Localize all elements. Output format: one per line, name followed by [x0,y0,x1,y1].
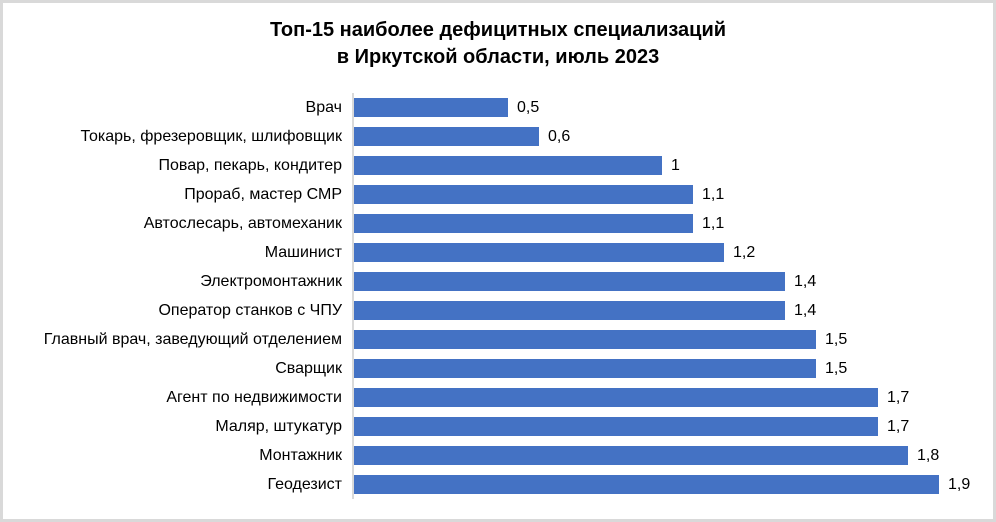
chart-row: Маляр, штукатур 1,7 [3,412,993,441]
category-label: Маляр, штукатур [215,417,342,435]
value-label: 1 [671,156,680,174]
bar [354,301,785,320]
bar [354,388,878,407]
plot-area-row: 1,5 [352,325,993,354]
value-label: 1,7 [887,388,910,406]
chart-row: Агент по недвижимости 1,7 [3,383,993,412]
bar [354,446,908,465]
plot-area-row: 1,2 [352,238,993,267]
plot-area-row: 1,5 [352,354,993,383]
value-label: 0,6 [548,127,571,145]
chart-title: Топ-15 наиболее дефицитных специализаций… [3,17,993,71]
value-label: 1,7 [887,417,910,435]
value-label: 1,1 [702,214,725,232]
value-label: 1,9 [948,475,971,493]
bar [354,98,508,117]
value-label: 1,4 [794,301,817,319]
bar [354,417,878,436]
category-label: Агент по недвижимости [166,388,342,406]
category-label: Машинист [264,243,342,261]
bar-chart: Врач 0,5 Токарь, фрезеровщик, шлифовщик 0,6… [3,93,993,499]
plot-area-row: 1,7 [352,383,993,412]
bar [354,272,785,291]
chart-row: Электромонтажник 1,4 [3,267,993,296]
plot-area-row: 1,7 [352,412,993,441]
chart-row: Повар, пекарь, кондитер 1 [3,151,993,180]
bar [354,127,539,146]
category-label: Сварщик [275,359,342,377]
category-label: Автослесарь, автомеханик [143,214,342,232]
category-label: Главный врач, заведующий отделением [43,330,342,348]
category-label: Геодезист [267,475,342,493]
plot-area-row: 1,1 [352,209,993,238]
chart-row: Монтажник 1,8 [3,441,993,470]
chart-row: Автослесарь, автомеханик 1,1 [3,209,993,238]
plot-area-row: 1,8 [352,441,993,470]
bar [354,359,816,378]
value-label: 0,5 [517,98,540,116]
bar [354,185,693,204]
category-label: Электромонтажник [200,272,342,290]
bar [354,330,816,349]
plot-area-row: 1,4 [352,296,993,325]
category-label: Токарь, фрезеровщик, шлифовщик [80,127,342,145]
value-label: 1,2 [733,243,756,261]
value-label: 1,8 [917,446,940,464]
category-label: Оператор станков с ЧПУ [158,301,342,319]
plot-area-row: 0,5 [352,93,993,122]
chart-title-line-2: в Иркутской области, июль 2023 [336,46,660,68]
value-label: 1,1 [702,185,725,203]
chart-row: Сварщик 1,5 [3,354,993,383]
category-label: Врач [305,98,342,116]
chart-row: Машинист 1,2 [3,238,993,267]
value-label: 1,5 [825,330,848,348]
plot-area-row: 1 [352,151,993,180]
chart-title-line-1: Топ-15 наиболее дефицитных специализаций [269,19,727,41]
category-label: Повар, пекарь, кондитер [158,156,342,174]
chart-row: Главный врач, заведующий отделением 1,5 [3,325,993,354]
chart-row: Геодезист 1,9 [3,470,993,499]
plot-area-row: 1,4 [352,267,993,296]
value-label: 1,4 [794,272,817,290]
plot-area-row: 0,6 [352,122,993,151]
chart-row: Врач 0,5 [3,93,993,122]
bar [354,214,693,233]
bar [354,156,662,175]
chart-row: Оператор станков с ЧПУ 1,4 [3,296,993,325]
chart-row: Токарь, фрезеровщик, шлифовщик 0,6 [3,122,993,151]
chart-row: Прораб, мастер СМР 1,1 [3,180,993,209]
bar [354,475,939,494]
category-label: Прораб, мастер СМР [184,185,342,203]
value-label: 1,5 [825,359,848,377]
category-label: Монтажник [259,446,342,464]
plot-area-row: 1,9 [352,470,993,499]
plot-area-row: 1,1 [352,180,993,209]
bar [354,243,724,262]
